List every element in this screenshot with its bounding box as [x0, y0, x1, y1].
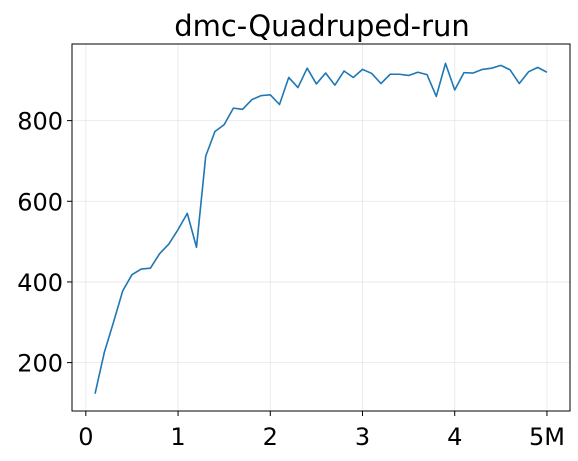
- x-tick-label: 5M: [529, 423, 565, 451]
- y-tick-label: 800: [17, 108, 63, 136]
- chart-title: dmc-Quadruped-run: [174, 9, 470, 43]
- y-tick-label: 400: [17, 269, 63, 297]
- x-tick-label: 4: [447, 423, 462, 451]
- series-line: [94, 62, 548, 394]
- grid: [72, 44, 570, 411]
- axis-ticks: 0 1 2 3 4 5M 200 400 600 800: [17, 108, 565, 451]
- y-tick-label: 600: [17, 188, 63, 216]
- x-tick-label: 3: [355, 423, 370, 451]
- x-tick-label: 0: [78, 423, 93, 451]
- y-tick-label: 200: [17, 350, 63, 378]
- x-tick-label: 2: [263, 423, 278, 451]
- plot-area: [94, 62, 548, 394]
- axes-frame: [71, 43, 571, 412]
- x-tick-label: 1: [170, 423, 185, 451]
